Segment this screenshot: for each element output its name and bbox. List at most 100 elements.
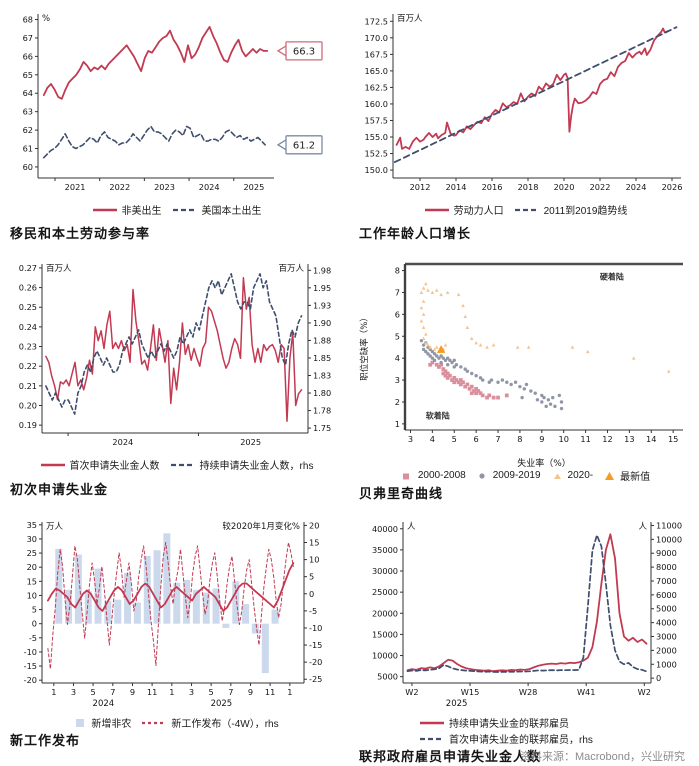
svg-text:7: 7: [228, 687, 233, 697]
svg-text:5: 5: [90, 687, 95, 697]
svg-text:67: 67: [23, 33, 33, 43]
svg-text:8000: 8000: [656, 562, 677, 572]
svg-text:1.95: 1.95: [313, 283, 331, 293]
svg-text:%: %: [42, 14, 50, 24]
federal-employee-claims-legend: 持续申请失业金的联邦雇员 首次申请失业金的联邦雇员，rhs: [357, 715, 694, 746]
svg-text:61: 61: [23, 144, 33, 154]
legend-label: 美国本土出生: [201, 206, 262, 217]
svg-text:0.24: 0.24: [19, 322, 37, 332]
svg-text:2025: 2025: [446, 699, 468, 709]
svg-text:2020: 2020: [554, 182, 575, 192]
svg-text:0: 0: [32, 619, 37, 629]
svg-text:170.0: 170.0: [365, 33, 388, 43]
svg-text:30000: 30000: [372, 566, 398, 576]
svg-text:W15: W15: [461, 687, 480, 697]
initial-claims-legend-item-1: 持续申请失业金人数，rhs: [170, 457, 313, 472]
svg-text:-15: -15: [309, 640, 322, 650]
svg-text:百万人: 百万人: [278, 264, 304, 274]
federal-employee-claims-plot: 5000 10000 15000 20000 25000 30000 35000 40000 0…: [372, 520, 682, 709]
svg-text:-25: -25: [309, 674, 322, 684]
svg-text:5: 5: [209, 687, 214, 697]
legend-marker-line-icon: [424, 208, 449, 211]
svg-text:3000: 3000: [656, 632, 677, 642]
chart-title-job-postings: 新工作发布: [10, 734, 81, 749]
svg-text:硬着陆: 硬着陆: [600, 271, 624, 281]
svg-text:35: 35: [27, 520, 37, 530]
legend-label: 2000-2008: [417, 470, 466, 481]
svg-text:2012: 2012: [410, 182, 431, 192]
new-job-postings-legend-item-0: 新增非农: [74, 715, 131, 730]
svg-text:W2: W2: [405, 687, 418, 697]
svg-text:11: 11: [580, 434, 590, 444]
svg-text:62: 62: [23, 125, 33, 135]
svg-text:8: 8: [517, 434, 522, 444]
chart-title-labor-participation: 移民和本土劳动参与率: [10, 227, 151, 242]
svg-text:6: 6: [395, 309, 400, 319]
svg-text:1.88: 1.88: [313, 335, 331, 345]
svg-text:66: 66: [23, 51, 33, 61]
svg-text:157.5: 157.5: [365, 115, 388, 125]
legend-marker-dash-icon: [420, 737, 444, 740]
svg-text:0.19: 0.19: [19, 420, 37, 430]
svg-text:2000: 2000: [656, 645, 677, 655]
svg-text:68: 68: [23, 15, 33, 25]
svg-text:1.93: 1.93: [313, 300, 331, 310]
legend-label: 首次申请失业金的联邦雇员，rhs: [449, 735, 593, 746]
svg-text:25: 25: [27, 548, 37, 558]
svg-text:66.3: 66.3: [293, 46, 315, 57]
svg-text:2016: 2016: [482, 182, 503, 192]
svg-text:162.5: 162.5: [365, 82, 388, 92]
svg-text:2022: 2022: [109, 182, 130, 192]
svg-text:15000: 15000: [372, 629, 398, 639]
svg-text:9000: 9000: [656, 548, 677, 558]
svg-text:4: 4: [430, 434, 435, 444]
labor-participation-legend-item-1: 美国本土出生: [172, 202, 262, 217]
svg-text:2025: 2025: [243, 182, 264, 192]
svg-text:较2020年1月变化%: 较2020年1月变化%: [222, 521, 300, 532]
svg-text:5000: 5000: [656, 604, 677, 614]
svg-text:2024: 2024: [199, 182, 220, 192]
chart-cell-job-postings: -20 -15 -10 -5 0 5 10 15 20 25 30 35 -25 -20 -15 -10 -5 0…: [0, 508, 349, 749]
legend-label: 新工作发布（-4W），rhs: [171, 719, 279, 730]
legend-marker-tri-icon: [553, 473, 561, 479]
svg-text:万人: 万人: [46, 522, 64, 532]
beveridge-curve-legend-item-0: 2000-2008: [401, 470, 466, 481]
svg-text:2026: 2026: [662, 182, 683, 192]
legend-marker-dash-icon: [514, 208, 539, 211]
legend-label: 劳动力人口: [453, 206, 504, 217]
svg-text:2024: 2024: [112, 437, 133, 447]
new-job-postings-chart: -20 -15 -10 -5 0 5 10 15 20 25 30 35 -25 -20 -15 -10 -5 0…: [8, 510, 345, 730]
svg-text:2023: 2023: [154, 182, 175, 192]
legend-label: 最新值: [620, 472, 651, 483]
legend-label: 2020-: [567, 470, 594, 481]
svg-text:5: 5: [395, 331, 400, 341]
svg-text:15: 15: [27, 576, 37, 586]
beveridge-curve-chart: 1 2 3 4 5 6 7 8 3 4 5 6 7 8 9 10 11 12 13 14 15 失业率（%） 职位空缺率（%…: [357, 254, 694, 483]
labor-participation-legend-item-0: 非美出生: [92, 202, 162, 217]
svg-text:6: 6: [474, 434, 479, 444]
svg-text:1: 1: [169, 687, 174, 697]
svg-text:63: 63: [23, 107, 33, 117]
chart-title-initial-claims: 初次申请失业金: [10, 483, 109, 498]
legend-marker-dash-icon: [142, 721, 167, 724]
legend-label: 首次申请失业金人数: [69, 461, 160, 472]
svg-text:3: 3: [189, 687, 194, 697]
svg-text:2024: 2024: [626, 182, 647, 192]
svg-text:10000: 10000: [656, 534, 682, 544]
svg-text:4000: 4000: [656, 618, 677, 628]
svg-text:10000: 10000: [372, 651, 398, 661]
svg-text:20000: 20000: [372, 608, 398, 618]
svg-text:10: 10: [558, 434, 568, 444]
labor-participation-legend: 非美出生 美国本土出生: [8, 202, 345, 217]
svg-text:167.5: 167.5: [365, 49, 388, 59]
svg-text:15: 15: [668, 434, 678, 444]
federal-employee-claims-legend-item-1: 首次申请失业金的联邦雇员，rhs: [419, 731, 593, 746]
svg-text:W2: W2: [638, 687, 651, 697]
legend-label: 新增非农: [91, 719, 132, 730]
legend-label: 2011到2019趋势线: [543, 206, 628, 217]
beveridge-curve-legend-item-2: 2020-: [551, 470, 594, 481]
svg-text:人: 人: [638, 522, 647, 532]
svg-text:6000: 6000: [656, 590, 677, 600]
svg-text:-20: -20: [24, 675, 37, 685]
legend-marker-dash-icon: [172, 208, 197, 211]
